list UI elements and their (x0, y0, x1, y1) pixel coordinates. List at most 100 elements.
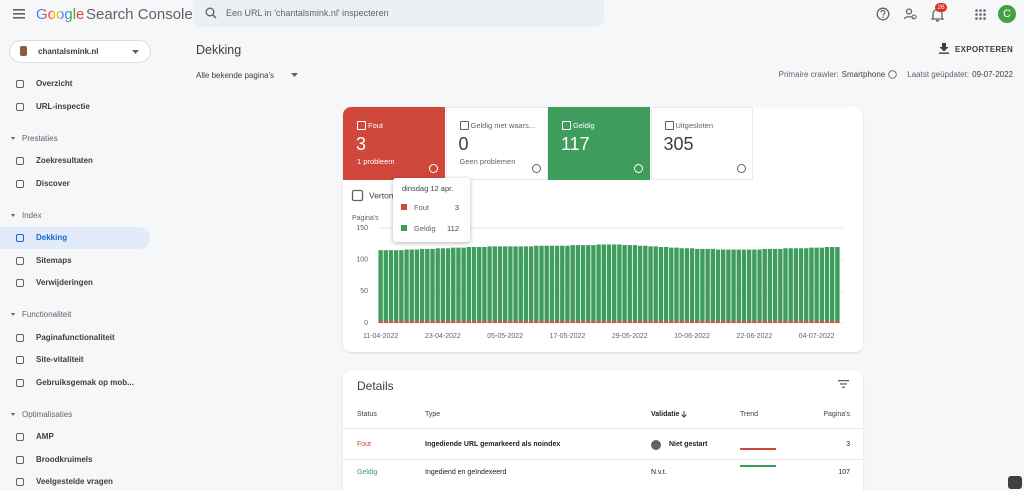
bar-segment (586, 245, 591, 322)
bar-segment (440, 248, 446, 322)
summary-card[interactable] (445, 107, 548, 180)
bar-segment (736, 321, 741, 323)
summary-card[interactable] (343, 107, 445, 180)
toggle-checkbox (351, 189, 364, 202)
nav-item[interactable]: Veelgestelde vragen (36, 477, 113, 486)
nav-icon (16, 455, 24, 464)
bar-segment (674, 321, 679, 323)
bar-segment (830, 321, 835, 323)
bar-segment (632, 321, 638, 323)
bar-segment (414, 321, 420, 323)
property-name: chantalsmink.nl (38, 47, 99, 56)
bar-segment (663, 321, 669, 323)
filter-icon[interactable] (838, 380, 849, 388)
summary-card[interactable] (548, 107, 650, 180)
card-help (429, 164, 438, 173)
nav-icon (16, 333, 24, 342)
nav-icon (16, 478, 24, 486)
bar-segment (658, 247, 664, 322)
corner-widget[interactable] (1008, 476, 1022, 489)
bar-segment (721, 249, 726, 322)
bar-segment (835, 247, 840, 322)
bar-segment (466, 321, 472, 323)
column-header: Validatie (651, 411, 680, 418)
tooltip: dinsdag 12 apr. Fout 3 Geldig 112 (393, 178, 470, 242)
nav-item[interactable]: Site-vitaliteit (36, 355, 84, 364)
bar-segment (658, 321, 664, 323)
x-tick-label: 11-04-2022 (363, 333, 398, 340)
sort-arrow[interactable] (681, 411, 687, 418)
help-icon[interactable] (876, 7, 890, 21)
bar-segment (767, 321, 773, 323)
users-icon[interactable] (903, 7, 917, 21)
bar-segment (809, 247, 814, 322)
bar-segment (674, 247, 679, 322)
bar-segment (435, 248, 440, 322)
bar-segment (430, 248, 435, 322)
bar-segment (565, 245, 570, 322)
tooltip-title: dinsdag 12 apr. (402, 184, 454, 193)
property-selector[interactable]: chantalsmink.nl (9, 40, 151, 63)
nav-item[interactable]: Sitemaps (36, 255, 72, 265)
summary-card[interactable] (650, 107, 753, 180)
x-tick-label: 23-04-2022 (425, 333, 461, 340)
bar-segment (549, 321, 555, 323)
card-note: Geen problemen (459, 157, 516, 166)
bar-segment (632, 245, 638, 322)
bar-segment (606, 321, 612, 323)
tooltip-value: 112 (447, 224, 459, 233)
row-type: Ingediende URL gemarkeerd als noindex (425, 441, 561, 448)
nav-item[interactable]: Dekking (36, 233, 68, 242)
nav-item[interactable]: Zoekresultaten (36, 156, 93, 165)
bar-segment (653, 246, 658, 322)
row-status: Geldig (357, 469, 378, 476)
nav-icon (16, 157, 24, 165)
bar-segment (575, 245, 581, 322)
bar-segment (798, 248, 804, 322)
bar-segment (451, 247, 456, 322)
bar-segment (700, 248, 705, 322)
bar-segment (752, 249, 757, 322)
nav-item[interactable]: Paginafunctionaliteit (36, 332, 115, 342)
bar-segment (492, 246, 497, 322)
nav-icon (16, 279, 24, 287)
bar-segment (580, 321, 586, 323)
nav-item[interactable]: Gebruiksgemak op mob... (36, 377, 134, 387)
nav-item[interactable]: Verwijderingen (36, 278, 93, 287)
bar-segment (824, 321, 830, 323)
nav-item[interactable]: URL-inspectie (36, 101, 90, 111)
x-tick-label: 05-05-2022 (487, 333, 523, 340)
apps-icon[interactable] (975, 9, 986, 20)
table-rule (343, 428, 863, 429)
nav-item[interactable]: AMP (36, 432, 54, 441)
bar-segment (456, 247, 461, 322)
avatar[interactable]: C (998, 5, 1016, 23)
bar-segment (814, 321, 819, 323)
bar-segment (575, 321, 581, 323)
bar-segment (471, 321, 477, 323)
bar-segment (445, 248, 451, 322)
bar-segment (378, 250, 383, 322)
bar-segment (710, 321, 716, 323)
bar-segment (487, 246, 492, 322)
row-status: Fout (357, 441, 372, 448)
card-label: Geldig (573, 121, 595, 130)
bar-segment (534, 321, 539, 323)
search-box[interactable]: Een URL in 'chantalsmink.nl' inspecteren (193, 0, 604, 27)
nav-item[interactable]: Discover (36, 178, 70, 188)
bar-segment (580, 245, 586, 322)
menu-icon[interactable] (13, 8, 26, 20)
row-validation: N.v.t. (651, 469, 667, 476)
bar-segment (746, 249, 752, 322)
bar-segment (679, 321, 684, 323)
toggle-label: Vertoningen (369, 190, 415, 200)
page-title: Dekking (196, 43, 242, 57)
help-icon[interactable] (888, 70, 897, 79)
filter-dropdown[interactable]: Alle bekende pagina's (196, 71, 275, 80)
logo-brand: Google (36, 6, 85, 23)
export-button[interactable]: EXPORTEREN (955, 45, 1014, 54)
bar-segment (487, 321, 492, 323)
nav-item[interactable]: Broodkruimels (36, 454, 93, 464)
bar-segment (409, 249, 414, 322)
nav-item[interactable]: Overzicht (36, 79, 73, 88)
